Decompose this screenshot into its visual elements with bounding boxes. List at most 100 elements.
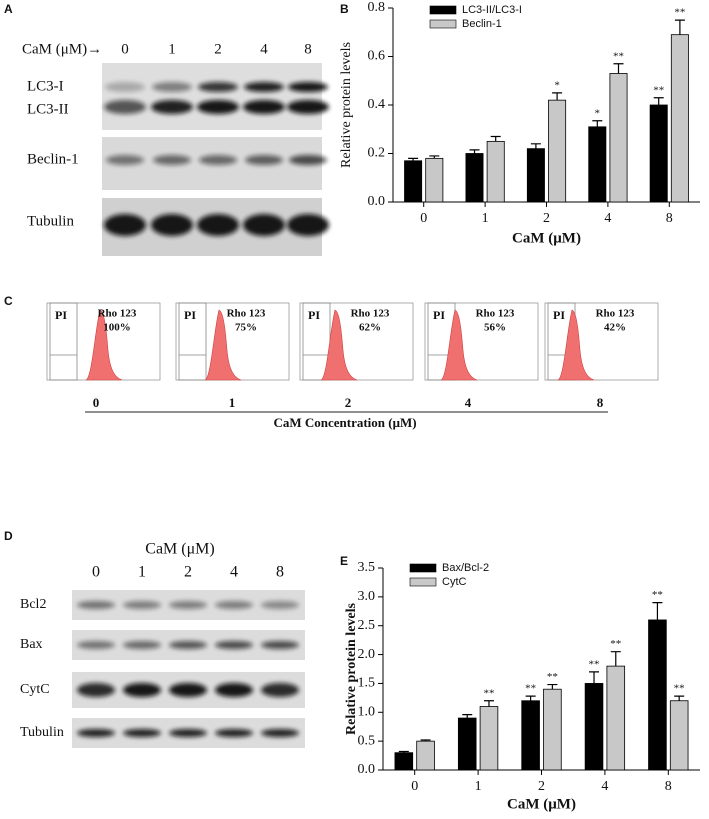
y-tick-label: 2.5 [358,618,376,633]
significance: ** [613,50,624,62]
bar [649,104,668,203]
x-tick-label: 0 [420,211,427,226]
bar [425,157,444,203]
blot-band [243,214,285,236]
lane-label: 1 [138,564,146,581]
bar [465,153,484,203]
flow-frame [544,302,659,381]
bar [648,619,667,771]
blot-band [104,214,146,236]
blot-band [288,82,328,92]
error-bar [483,700,494,707]
legend-swatch [429,5,457,15]
row-label: Bax [20,637,43,652]
concentration-label: 8 [597,395,604,410]
blot-band [215,729,253,737]
bar [479,706,499,771]
blot-band [261,729,299,737]
gate-box [49,302,78,381]
significance: ** [674,683,685,695]
bar [588,126,607,203]
blot-band [243,100,285,114]
error-bar [592,120,603,127]
error-bar [653,97,664,105]
gate-label: PI [184,308,196,322]
blot-band [197,100,239,114]
marker-label: Rho 123 [351,308,390,320]
significance: * [554,79,560,91]
blot-band [123,683,161,697]
panel-label: C [4,294,13,308]
y-tick-label: 1.0 [358,705,376,720]
y-tick-label: 0.2 [368,146,386,161]
blot-band [123,601,161,609]
error-bar [469,149,480,154]
y-tick-label: 0.8 [368,0,386,15]
y-tick-label: 0.6 [368,49,386,64]
concentration-label: 0 [93,395,100,410]
row-label: Bcl2 [20,597,46,612]
x-tick-label: 1 [475,779,482,794]
lane-label: 1 [168,41,176,57]
legend-swatch [429,19,457,29]
legend-label: Beclin-1 [462,18,502,30]
bar [669,700,689,771]
y-tick-label: 0.0 [368,194,386,209]
blot-band [199,155,237,165]
y-tick-label: 1.5 [358,676,376,691]
bar [670,34,689,203]
error-bar [420,739,431,742]
significance: ** [547,671,558,683]
legend-label: LC3-II/LC3-I [462,4,522,16]
blot-band [169,683,207,697]
row-label: LC3-II [27,101,69,117]
blot-band [244,82,284,92]
significance: ** [525,683,536,695]
blot-band [215,601,253,609]
lane-label: 0 [121,41,129,57]
panel-label: D [4,529,13,543]
y-tick-label: 0.5 [358,733,376,748]
error-bar [610,651,621,667]
gate-label: PI [553,308,565,322]
y-tick-label: 3.0 [358,589,376,604]
lane-label: 4 [230,564,238,581]
bar [521,700,540,771]
significance: ** [653,84,664,96]
bar [404,160,423,203]
blot-band [77,601,115,609]
error-bar [674,19,685,35]
y-tick-label: 0.0 [358,762,376,777]
x-axis-label: CaM Concentration (μM) [273,415,416,430]
y-tick-label: 0.4 [368,97,386,112]
error-bar [552,92,563,101]
bar [543,688,562,771]
error-bar [462,713,473,719]
lane-label: 0 [92,564,100,581]
lane-label: 2 [184,564,192,581]
lane-label: 8 [276,564,284,581]
marker-label: Rho 123 [476,308,515,320]
row-label: Tubulin [27,213,74,229]
histogram [320,309,358,381]
error-bar [408,157,419,161]
error-bar [613,63,624,74]
y-tick-label: 3.5 [358,560,376,575]
gate-label: PI [308,308,320,322]
bar [548,99,567,203]
row-label: CytC [20,682,50,697]
concentration-label: 4 [465,395,472,410]
blot-band [123,729,161,737]
blot-band [197,214,239,236]
histogram [440,309,478,381]
marker-percent: 56% [484,322,506,334]
bar [526,148,545,203]
panel-label: A [4,2,13,16]
x-tick-label: 0 [411,779,418,794]
blot-band [289,155,327,165]
histogram [85,309,123,381]
gate-box [178,302,207,381]
blot-band [104,100,146,114]
blot-band [169,729,207,737]
